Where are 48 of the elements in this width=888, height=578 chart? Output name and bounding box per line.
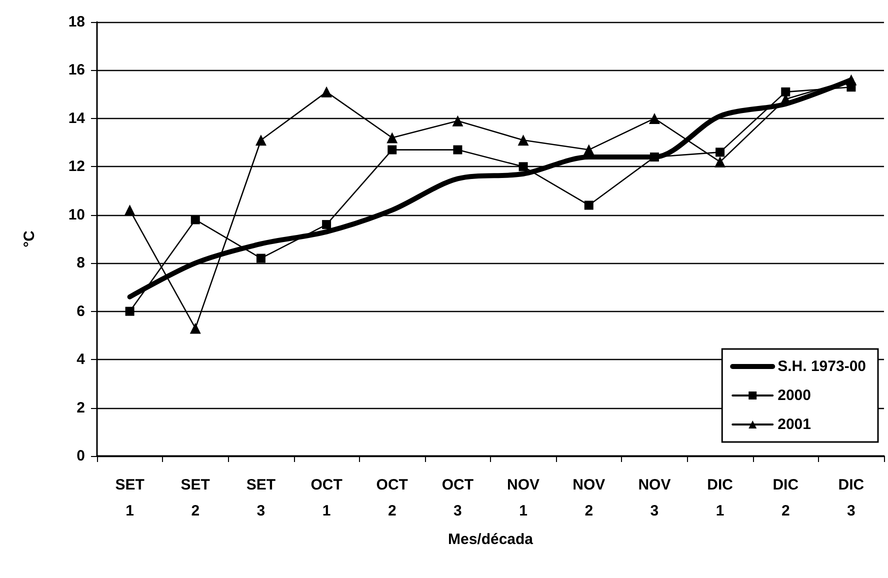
point xyxy=(125,306,134,316)
legend-label: 2000 xyxy=(778,387,811,404)
x-tick-label: OCT 1 xyxy=(310,476,342,520)
x-tick-label: NOV 2 xyxy=(572,476,606,520)
y-tick-label: 18 xyxy=(68,14,85,30)
point xyxy=(714,156,726,168)
x-tick-label: DIC 2 xyxy=(772,476,799,520)
legend-label: 2001 xyxy=(778,416,811,433)
y-tick-label: 2 xyxy=(76,399,85,416)
point xyxy=(256,254,266,263)
point xyxy=(452,115,464,126)
point xyxy=(518,162,528,172)
y-axis-title: °C xyxy=(21,230,38,248)
point xyxy=(584,200,594,210)
x-tick-label: NOV 1 xyxy=(507,476,540,520)
point xyxy=(650,152,659,162)
x-tick-label: SET 1 xyxy=(115,476,144,520)
point xyxy=(453,145,462,154)
x-tick-label: NOV 3 xyxy=(638,476,671,520)
y-tick-label: 16 xyxy=(68,62,85,79)
y-tick-label: 4 xyxy=(76,351,86,368)
x-axis-title: Mes/década xyxy=(448,531,534,548)
point xyxy=(781,87,790,96)
x-tick-label: DIC 3 xyxy=(838,476,864,520)
y-tick-label: 14 xyxy=(68,110,86,127)
x-tick-label: OCT 2 xyxy=(376,476,408,520)
x-tick-label: DIC 1 xyxy=(707,476,734,520)
point xyxy=(386,132,398,144)
y-tick-label: 8 xyxy=(76,254,85,272)
point xyxy=(648,112,660,124)
y-tick-label: 10 xyxy=(68,206,85,224)
point xyxy=(190,215,200,224)
point xyxy=(322,220,332,230)
x-tick-label: SET 2 xyxy=(180,476,210,520)
legend-label: S.H. 1973-00 xyxy=(778,358,866,375)
point xyxy=(518,134,529,146)
point xyxy=(124,204,136,216)
x-tick-label: SET 3 xyxy=(246,476,276,520)
point xyxy=(716,148,725,157)
point xyxy=(321,86,332,98)
y-tick-label: 6 xyxy=(76,302,85,320)
x-tick-label: OCT 3 xyxy=(442,476,474,520)
point xyxy=(190,322,201,334)
y-tick-label: 0 xyxy=(76,448,85,464)
y-tick-label: 12 xyxy=(68,158,85,176)
point xyxy=(583,144,594,156)
point xyxy=(388,145,397,154)
point xyxy=(255,134,266,146)
